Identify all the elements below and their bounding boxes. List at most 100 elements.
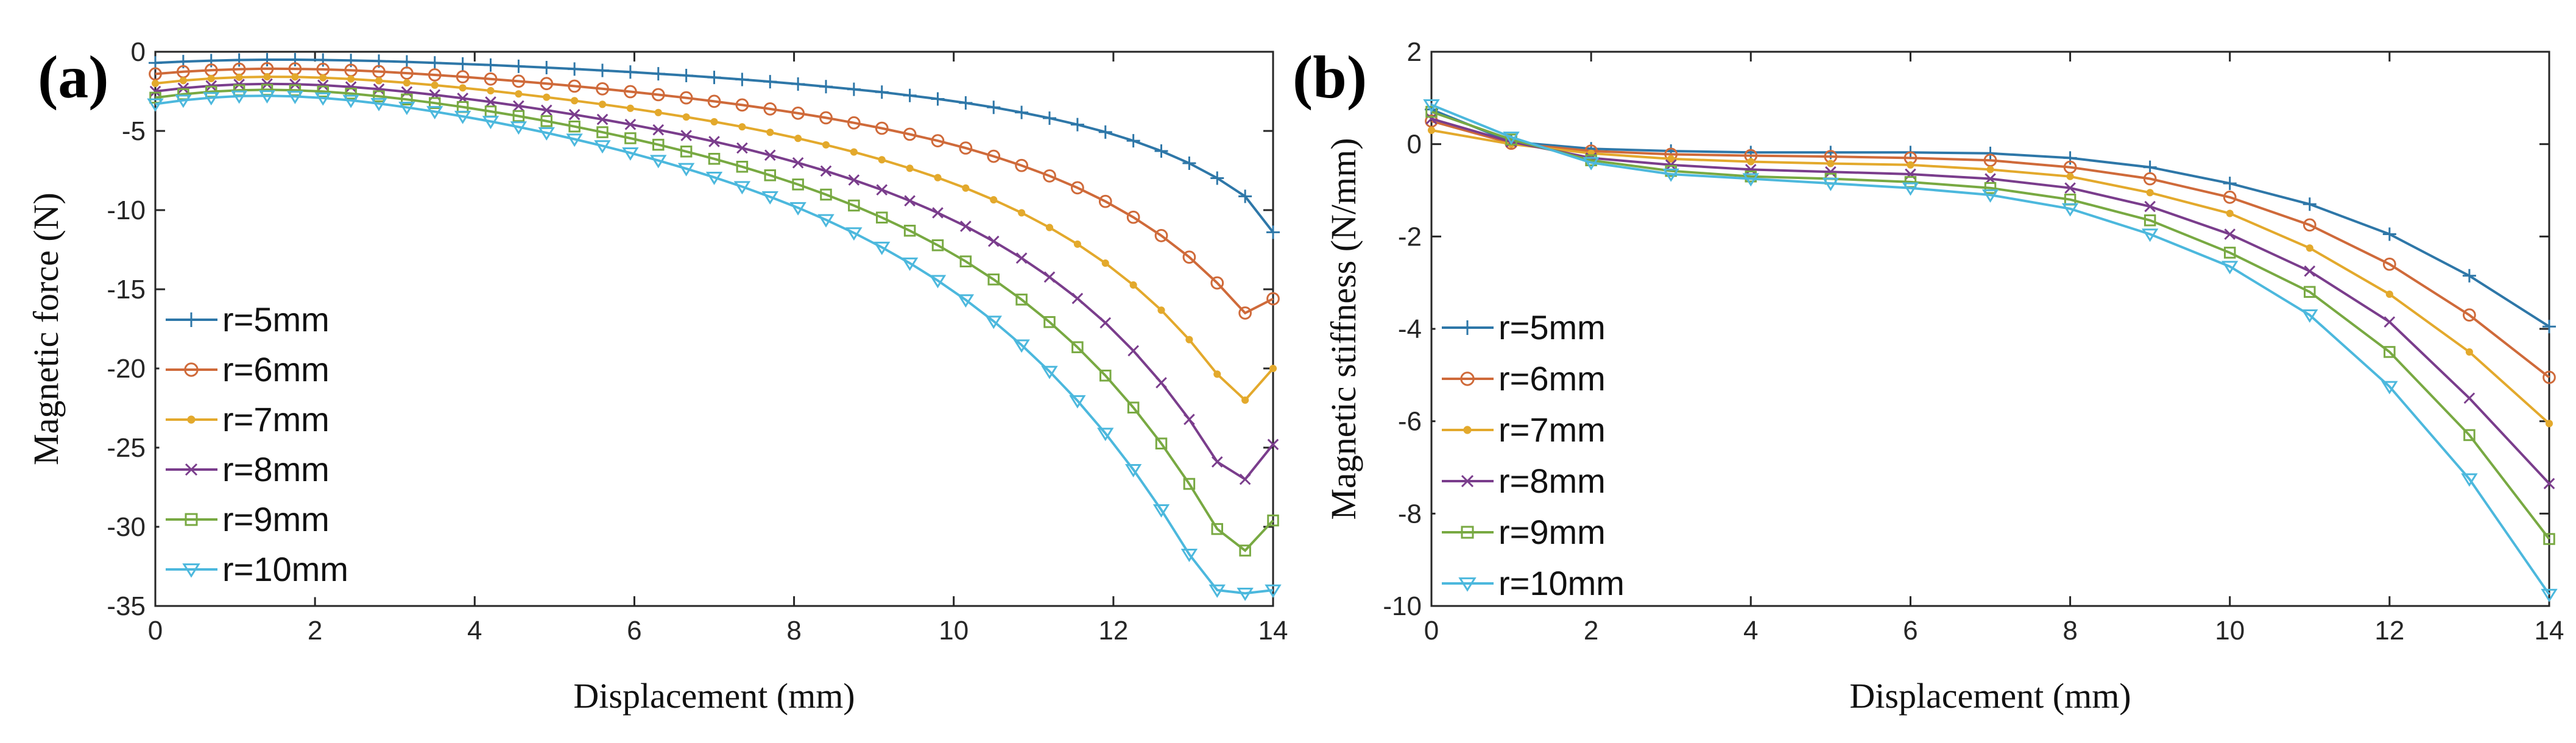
data-point bbox=[568, 120, 580, 133]
data-point bbox=[594, 140, 611, 154]
data-point bbox=[624, 132, 637, 144]
data-point bbox=[652, 124, 665, 136]
data-point bbox=[2303, 197, 2317, 211]
series-line bbox=[155, 88, 1274, 552]
data-point bbox=[1745, 164, 1757, 175]
data-point bbox=[1981, 189, 1999, 203]
data-point bbox=[370, 97, 387, 111]
data-point bbox=[1180, 549, 1198, 562]
data-point bbox=[1747, 158, 1755, 166]
data-point bbox=[401, 93, 413, 106]
data-point bbox=[934, 174, 942, 181]
data-point bbox=[708, 153, 721, 165]
x-tick-label: 12 bbox=[1098, 616, 1128, 646]
data-point bbox=[959, 255, 972, 267]
data-point bbox=[736, 161, 749, 173]
data-point bbox=[345, 81, 357, 93]
legend-box bbox=[1435, 300, 1653, 605]
data-point bbox=[2223, 177, 2237, 191]
data-point bbox=[876, 211, 888, 224]
data-point bbox=[1071, 181, 1084, 195]
data-point bbox=[1239, 544, 1251, 557]
data-point bbox=[2223, 247, 2236, 259]
data-point bbox=[260, 53, 274, 66]
data-point bbox=[1073, 240, 1081, 248]
x-tick-label: 0 bbox=[148, 616, 163, 646]
y-tick-label: -4 bbox=[1398, 314, 1422, 344]
data-point bbox=[596, 63, 609, 77]
x-tick-label: 6 bbox=[1903, 616, 1918, 646]
data-point bbox=[2463, 308, 2476, 322]
data-point bbox=[510, 121, 528, 135]
data-point bbox=[680, 146, 693, 158]
legend-label: r=7mm bbox=[1498, 410, 1606, 449]
series-0 bbox=[1425, 102, 2556, 334]
data-point bbox=[345, 87, 357, 100]
y-tick-label: -10 bbox=[1383, 591, 1422, 621]
data-point bbox=[487, 86, 495, 95]
legend-marker bbox=[1463, 426, 1472, 434]
data-point bbox=[1126, 210, 1140, 224]
data-point bbox=[901, 257, 919, 271]
data-point bbox=[2304, 286, 2316, 298]
data-point bbox=[932, 207, 944, 219]
data-point bbox=[1071, 292, 1084, 305]
legend-label: r=6mm bbox=[1498, 359, 1606, 398]
y-tick-label: -5 bbox=[122, 116, 146, 146]
data-point bbox=[1043, 169, 1056, 183]
data-point bbox=[957, 294, 975, 308]
data-point bbox=[2143, 172, 2157, 186]
data-point bbox=[347, 75, 355, 83]
x-tick-label: 2 bbox=[1584, 616, 1598, 646]
data-point bbox=[286, 91, 304, 105]
data-point bbox=[1822, 177, 1840, 191]
data-point bbox=[987, 149, 1001, 163]
data-point bbox=[375, 77, 383, 85]
x-axis-label: Displacement (mm) bbox=[573, 676, 855, 716]
legend-label: r=9mm bbox=[222, 500, 330, 538]
data-point bbox=[960, 220, 972, 232]
data-point bbox=[2541, 588, 2558, 602]
series-line bbox=[1431, 104, 2550, 596]
data-point bbox=[596, 113, 609, 125]
data-point bbox=[568, 108, 580, 121]
x-tick-label: 0 bbox=[1424, 616, 1439, 646]
data-point bbox=[403, 79, 411, 87]
data-point bbox=[484, 58, 498, 72]
data-point bbox=[624, 85, 637, 99]
data-point bbox=[820, 188, 832, 201]
legend-marker bbox=[1458, 577, 1477, 592]
data-point bbox=[1662, 168, 1679, 182]
data-point bbox=[822, 141, 830, 149]
data-point bbox=[1667, 155, 1675, 163]
data-point bbox=[677, 163, 695, 177]
data-point bbox=[566, 133, 583, 147]
data-point bbox=[2542, 370, 2556, 384]
y-tick-label: 0 bbox=[131, 37, 146, 67]
series-line bbox=[155, 67, 1274, 315]
legend-label: r=6mm bbox=[222, 350, 330, 389]
data-point bbox=[317, 79, 329, 91]
data-point bbox=[1182, 157, 1196, 171]
data-point bbox=[1267, 514, 1279, 527]
data-point bbox=[680, 130, 692, 141]
data-point bbox=[149, 85, 161, 97]
panel-label: (b) bbox=[1293, 43, 1367, 111]
data-point bbox=[766, 129, 774, 136]
data-point bbox=[1099, 317, 1112, 329]
series-line bbox=[1431, 108, 2550, 328]
data-point bbox=[398, 102, 415, 115]
data-point bbox=[512, 59, 526, 73]
data-point bbox=[1210, 171, 1224, 185]
data-point bbox=[2462, 269, 2476, 283]
data-point bbox=[2542, 320, 2556, 334]
data-point bbox=[540, 104, 552, 116]
data-point bbox=[2144, 200, 2156, 213]
legend-marker bbox=[185, 463, 198, 476]
y-tick-label: -35 bbox=[107, 591, 146, 621]
data-point bbox=[454, 110, 471, 124]
data-point bbox=[817, 214, 835, 228]
data-point bbox=[207, 74, 215, 82]
data-point bbox=[2545, 420, 2553, 428]
data-point bbox=[2141, 228, 2159, 242]
